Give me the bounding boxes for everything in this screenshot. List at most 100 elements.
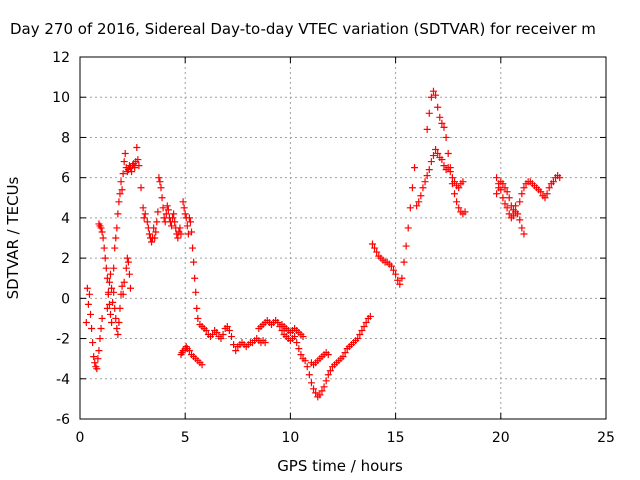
data-point [503,204,511,212]
data-point [400,258,408,266]
axis-ticks: 0 5 10 15 20 25 -6 -4 -2 0 2 4 6 8 10 12 [52,50,615,446]
data-point [125,270,133,278]
data-point [326,367,334,375]
data-point [509,206,517,214]
data-point [181,210,189,218]
data-point [341,349,349,357]
data-point [107,310,115,318]
data-point [85,290,93,298]
plot-frame [79,56,607,420]
data-point [291,333,299,341]
data-point [103,274,111,282]
data-point [371,244,379,252]
data-point [295,345,303,353]
data-point [396,280,404,288]
data-point [174,234,182,242]
x-tick-label: 15 [387,430,405,446]
y-axis-label: SDTVAR / TECUs [4,176,22,299]
data-point [123,254,131,262]
data-point [230,341,238,349]
data-point [209,331,217,339]
data-point [126,284,134,292]
data-point [115,198,123,206]
data-point [190,258,198,266]
data-point [115,318,123,326]
data-point [324,371,332,379]
data-point [124,258,132,266]
data-point [116,304,124,312]
data-point [170,210,178,218]
data-point [90,353,98,361]
data-point [97,325,105,332]
data-point [503,188,511,196]
data-point [453,198,461,206]
data-point [324,351,332,359]
data-point [389,266,397,274]
data-point [438,119,446,127]
data-point [387,262,395,270]
data-point [444,150,452,158]
data-point [113,224,121,232]
data-point [514,210,522,218]
data-point [97,224,105,232]
data-point [143,218,151,226]
data-point [98,228,106,236]
data-point [394,276,402,284]
data-point [171,218,179,226]
data-point [360,322,368,330]
data-point [274,318,282,326]
data-point [176,224,184,232]
data-point [301,357,309,365]
data-point [145,230,153,238]
data-point [84,300,92,308]
data-point [100,244,108,252]
data-point [322,377,330,385]
chart-title: Day 270 of 2016, Sidereal Day-to-day VTE… [10,20,596,38]
data-point [121,150,129,158]
y-tick-label: -2 [56,332,70,348]
data-point [509,212,517,220]
data-point [373,248,381,256]
data-point [109,298,117,306]
data-point [436,113,444,121]
data-point [183,222,191,230]
data-point [89,339,97,347]
data-point [261,339,269,347]
data-point [543,190,551,198]
data-point [110,288,118,296]
data-point [88,325,96,332]
data-point [101,254,109,262]
data-point [225,327,233,335]
x-tick-label: 20 [492,430,510,446]
data-point [429,152,437,160]
data-point [135,162,143,170]
data-point [451,190,459,198]
data-point [189,244,197,252]
data-point [366,312,374,320]
grid-lines [80,57,606,419]
data-point [425,166,433,174]
data-point [192,288,200,296]
data-point [108,318,116,326]
data-point [217,335,225,343]
y-tick-label: 6 [61,171,70,187]
data-point [303,363,311,371]
data-point [223,322,231,330]
data-point [164,206,172,214]
data-point [440,123,448,131]
data-point [152,228,160,236]
data-point [427,158,435,166]
data-point [520,230,528,238]
data-point [429,87,437,95]
data-point [411,164,419,172]
y-tick-label: -4 [56,372,70,388]
data-point [446,164,454,172]
data-point [297,351,305,359]
data-point [432,146,440,154]
data-point [198,361,206,369]
x-tick-label: 5 [181,430,190,446]
data-point [179,198,187,206]
data-point [158,194,166,202]
data-point [105,278,113,286]
